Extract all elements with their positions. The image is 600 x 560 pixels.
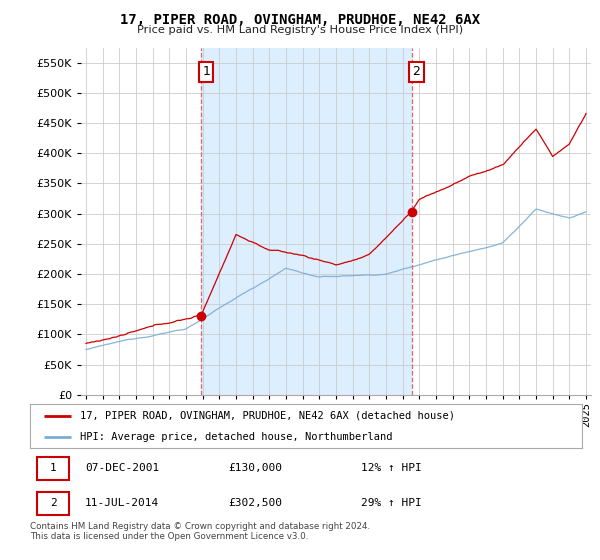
Text: 29% ↑ HPI: 29% ↑ HPI — [361, 498, 422, 508]
Text: 12% ↑ HPI: 12% ↑ HPI — [361, 464, 422, 473]
Text: £130,000: £130,000 — [229, 464, 283, 473]
Text: 11-JUL-2014: 11-JUL-2014 — [85, 498, 160, 508]
Text: 1: 1 — [202, 66, 210, 78]
Text: HPI: Average price, detached house, Northumberland: HPI: Average price, detached house, Nort… — [80, 432, 392, 442]
Text: 2: 2 — [50, 498, 56, 508]
Text: 2: 2 — [413, 66, 421, 78]
Text: 17, PIPER ROAD, OVINGHAM, PRUDHOE, NE42 6AX (detached house): 17, PIPER ROAD, OVINGHAM, PRUDHOE, NE42 … — [80, 410, 455, 421]
Bar — [202, 48, 412, 395]
Text: £302,500: £302,500 — [229, 498, 283, 508]
Text: 17, PIPER ROAD, OVINGHAM, PRUDHOE, NE42 6AX: 17, PIPER ROAD, OVINGHAM, PRUDHOE, NE42 … — [120, 13, 480, 27]
FancyBboxPatch shape — [37, 457, 69, 480]
FancyBboxPatch shape — [37, 492, 69, 515]
Text: Contains HM Land Registry data © Crown copyright and database right 2024.
This d: Contains HM Land Registry data © Crown c… — [30, 522, 370, 542]
Text: Price paid vs. HM Land Registry's House Price Index (HPI): Price paid vs. HM Land Registry's House … — [137, 25, 463, 35]
Text: 1: 1 — [50, 464, 56, 473]
Text: 07-DEC-2001: 07-DEC-2001 — [85, 464, 160, 473]
